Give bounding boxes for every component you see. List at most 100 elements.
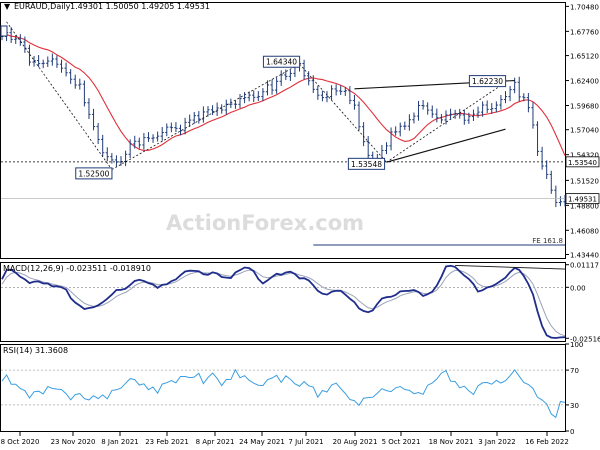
axis-value-label: 1.53540 — [568, 159, 597, 167]
level-label: 1.53548 — [351, 160, 382, 169]
macd-line — [1, 264, 566, 339]
price-bar — [499, 94, 503, 110]
price-bar — [9, 27, 13, 44]
price-bar — [59, 59, 64, 73]
price-tick-label: 1.51520 — [570, 177, 599, 185]
price-bar — [78, 78, 82, 90]
price-bar — [517, 76, 521, 102]
price-bar — [201, 106, 205, 123]
rsi-title: RSI(14) 31.3608 — [3, 346, 69, 355]
macd-divergence-line — [455, 264, 566, 270]
price-bar — [206, 106, 210, 117]
symbol-title: EURAUD,Daily — [14, 2, 71, 11]
price-tick-label: 1.46080 — [570, 227, 599, 235]
level-box — [468, 75, 507, 88]
price-bar — [128, 139, 132, 158]
price-bar — [320, 90, 325, 102]
price-tick-label: 1.48800 — [570, 202, 599, 210]
price-bar — [279, 70, 283, 86]
level-box — [347, 157, 386, 170]
level-label: 1.64340 — [266, 58, 297, 67]
price-tick-label: 1.65120 — [570, 53, 599, 61]
price-bar — [522, 93, 526, 102]
price-bar — [540, 146, 544, 170]
level-box — [75, 167, 113, 180]
price-bar — [37, 55, 41, 68]
price-bar — [265, 80, 270, 96]
time-tick-label: 7 Jul 2021 — [288, 438, 323, 446]
price-bar — [82, 80, 86, 107]
price-bar — [73, 74, 77, 89]
price-bar — [50, 53, 54, 66]
fe-label: FE 161.8 — [532, 237, 563, 245]
price-bar — [87, 98, 91, 119]
price-bar — [435, 108, 439, 123]
price-bar — [96, 122, 100, 145]
price-bar — [110, 153, 114, 164]
price-bar — [14, 35, 18, 44]
price-bar — [174, 122, 178, 133]
price-bar — [41, 59, 45, 69]
price-bar — [169, 122, 173, 133]
axis-value-box — [565, 193, 600, 205]
price-bar — [302, 59, 306, 80]
price-bar — [421, 99, 425, 110]
price-bar — [554, 185, 558, 208]
price-bar — [325, 91, 329, 103]
price-bar — [329, 85, 334, 101]
rsi-tick-label: 70 — [570, 367, 579, 375]
collapse-arrow-icon[interactable]: ▼ — [4, 2, 11, 11]
price-bar — [142, 133, 146, 150]
time-tick-label: 20 Aug 2021 — [333, 438, 378, 446]
price-bar — [284, 69, 288, 81]
macd-title: MACD(12,26,9) -0.023511 -0.018910 — [3, 264, 151, 273]
macd-tick-label: -0.025163 — [570, 335, 600, 343]
price-tick-label: 1.70480 — [570, 3, 599, 11]
price-bar — [275, 77, 279, 94]
time-tick-label: 18 Nov 2021 — [429, 438, 474, 446]
price-bar — [362, 122, 366, 147]
level-label: 1.62230 — [472, 77, 503, 86]
price-bar — [261, 88, 265, 102]
time-tick-label: 23 Nov 2020 — [51, 438, 96, 446]
price-bar — [526, 93, 530, 113]
macd-panel: 0.01117 0.00 -0.025163 — [0, 262, 600, 343]
rsi-tick-label: 30 — [570, 402, 579, 410]
time-tick-label: 5 Oct 2021 — [382, 438, 421, 446]
price-bar — [178, 124, 183, 136]
price-bar — [229, 98, 233, 108]
price-bar — [453, 109, 457, 119]
price-tick-label: 1.59680 — [570, 103, 599, 111]
price-bar — [481, 101, 485, 117]
price-bar — [508, 85, 512, 102]
macd-frame — [0, 262, 566, 342]
price-bar — [160, 126, 164, 141]
price-bar — [215, 102, 219, 116]
price-bar — [151, 134, 155, 143]
watermark: ActionForex.com — [166, 211, 364, 235]
price-bar — [394, 126, 398, 136]
price-bar — [549, 170, 553, 194]
price-bar — [407, 114, 411, 131]
price-bar — [430, 105, 434, 118]
axis-value-label: 1.49531 — [568, 196, 597, 204]
price-bar — [384, 142, 389, 155]
price-bar — [403, 121, 407, 130]
price-tick-label: 1.62400 — [570, 78, 599, 86]
truncated-level-box — [0, 25, 8, 37]
price-bar — [366, 136, 370, 159]
price-bar — [288, 69, 292, 82]
price-bar — [471, 109, 476, 122]
rsi-tick-label: 100 — [570, 341, 583, 349]
rsi-panel: 100 70 30 0 — [0, 341, 583, 436]
price-bar — [339, 85, 343, 96]
price-bar — [412, 112, 416, 124]
price-bar — [270, 79, 274, 95]
level-label: 1.52500 — [78, 169, 109, 178]
time-tick-label: 3 Jan 2022 — [478, 438, 516, 446]
time-tick-label: 8 Oct 2020 — [1, 438, 40, 446]
price-bar — [197, 111, 201, 124]
price-bar — [133, 135, 137, 149]
price-bar — [485, 100, 489, 114]
price-bar — [348, 86, 352, 105]
